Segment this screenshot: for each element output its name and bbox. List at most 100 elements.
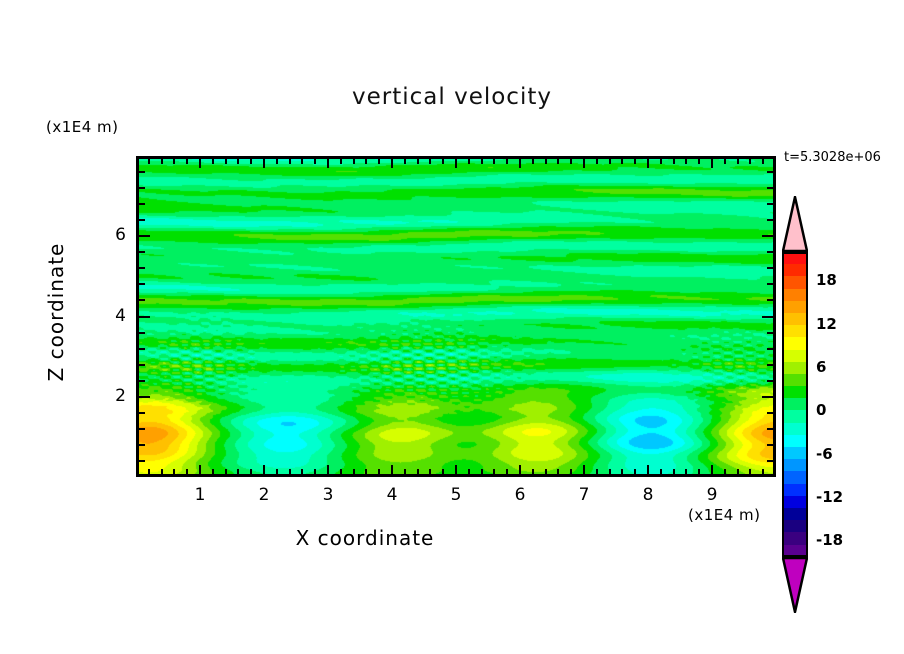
tick-mark [493,159,496,164]
tick-mark [711,159,713,168]
y-tick-label: 2 [115,385,126,406]
tick-mark [224,159,227,164]
tick-mark [767,459,773,462]
tick-mark [139,347,145,350]
colorbar-band [782,349,808,362]
x-tick-label: 6 [514,485,526,505]
tick-mark [147,469,150,474]
tick-mark [647,159,649,168]
colorbar-band [782,252,808,265]
tick-mark [557,159,560,164]
tick-mark [186,159,189,164]
tick-mark [211,469,214,474]
tick-mark [378,159,381,164]
tick-mark [621,469,624,474]
tick-mark [767,203,773,206]
tick-mark [519,159,521,168]
tick-mark [139,395,150,398]
tick-mark [762,159,765,164]
tick-mark [365,159,368,164]
colorbar-band [782,483,808,496]
tick-mark [139,363,145,366]
colorbar-band [782,300,808,313]
tick-mark [767,347,773,350]
y-units-label: (x1E4 m) [46,118,119,136]
colorbar-tick-label: 12 [816,314,837,333]
colorbar-band [782,471,808,484]
tick-mark [263,465,265,474]
x-units-label: (x1E4 m) [688,506,761,524]
colorbar-tick-label: -6 [816,444,833,463]
tick-mark [767,251,773,254]
tick-mark [275,469,278,474]
tick-mark [139,235,150,238]
tick-mark [139,379,145,382]
tick-mark [544,469,547,474]
tick-mark [139,459,145,462]
colorbar: 18 12 6 0 -6 -12 -18 [770,196,890,613]
tick-mark [506,159,509,164]
tick-mark [762,469,765,474]
tick-mark [736,159,739,164]
tick-mark [749,159,752,164]
tick-mark [634,159,637,164]
tick-mark [767,267,773,270]
tick-mark [263,159,265,168]
colorbar-band [782,312,808,326]
tick-mark [531,469,534,474]
tick-mark [480,469,483,474]
tick-mark [736,469,739,474]
tick-mark [139,187,145,190]
x-tick-label: 1 [194,485,206,505]
x-tick-label: 3 [322,485,334,505]
colorbar-band [782,507,808,521]
tick-mark [301,469,304,474]
tick-mark [314,159,317,164]
tick-mark [288,159,291,164]
tick-mark [173,159,176,164]
x-tick-label: 8 [642,485,654,505]
plot-frame [136,156,776,477]
tick-mark [767,379,773,382]
tick-mark [442,469,445,474]
colorbar-under-arrow [782,557,808,613]
tick-mark [139,427,145,430]
colorbar-band [782,373,808,387]
tick-mark [139,251,145,254]
x-tick-label: 2 [258,485,270,505]
tick-mark [698,469,701,474]
y-tick-label: 6 [115,225,126,246]
tick-mark [237,159,240,164]
tick-mark [403,159,406,164]
tick-mark [634,469,637,474]
tick-mark [391,159,393,168]
tick-mark [767,411,773,414]
x-tick-label: 9 [706,485,718,505]
tick-mark [237,469,240,474]
tick-mark [506,469,509,474]
colorbar-band [782,447,808,460]
tick-mark [767,363,773,366]
tick-mark [659,469,662,474]
tick-mark [544,159,547,164]
y-tick-label: 4 [115,305,126,326]
tick-mark [186,469,189,474]
tick-mark [199,159,201,168]
tick-mark [160,469,163,474]
tick-mark [767,171,773,174]
tick-mark [416,159,419,164]
colorbar-tick-label: -18 [816,531,844,550]
tick-mark [685,159,688,164]
colorbar-band [782,532,808,545]
tick-mark [647,465,649,474]
tick-mark [442,159,445,164]
tick-mark [416,469,419,474]
tick-mark [160,159,163,164]
tick-mark [767,443,773,446]
colorbar-tick-label: 18 [816,271,837,290]
tick-mark [711,465,713,474]
colorbar-band [782,422,808,435]
tick-mark [570,469,573,474]
colorbar-band [782,361,808,374]
tick-mark [173,469,176,474]
